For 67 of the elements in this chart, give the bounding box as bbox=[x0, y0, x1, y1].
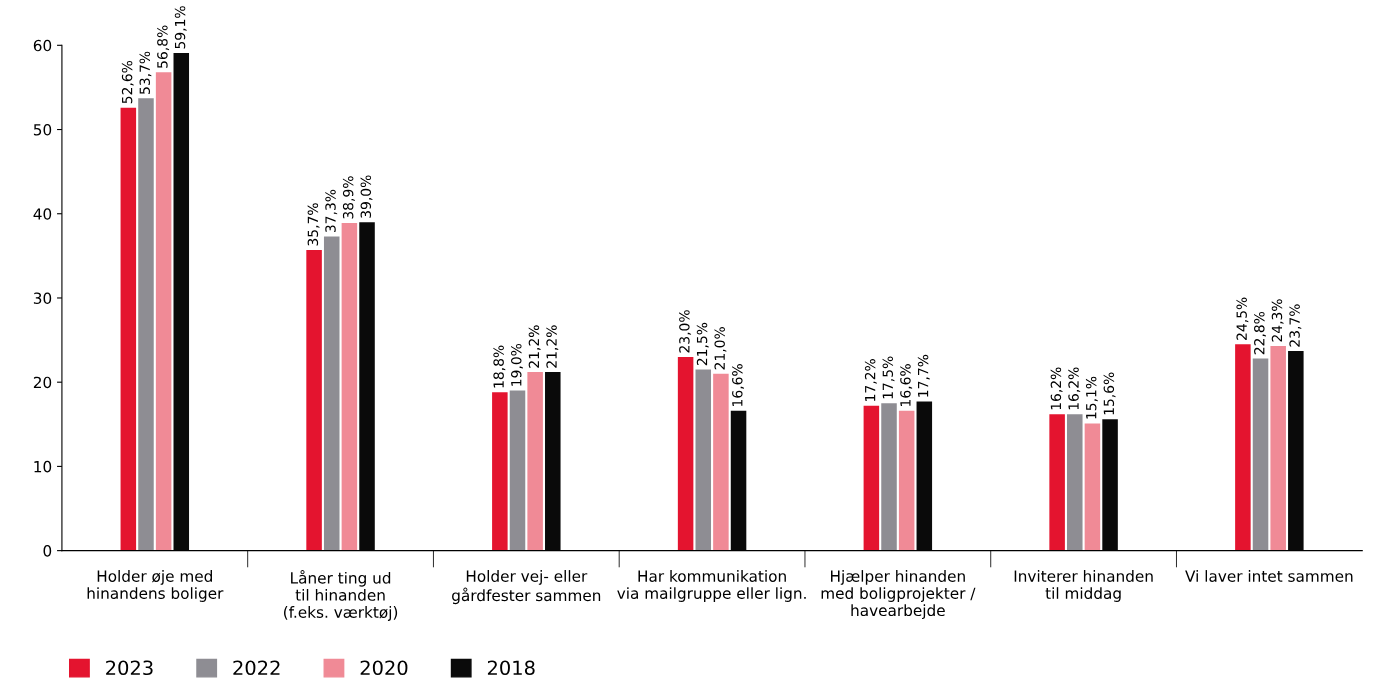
x-tick-label: Hjælper hinanden med boligprojekter / havearbejde bbox=[821, 570, 976, 620]
bar bbox=[1252, 358, 1269, 551]
data-label: 16,6% bbox=[900, 364, 913, 406]
bar bbox=[120, 107, 137, 551]
data-label: 16,2% bbox=[1068, 367, 1081, 410]
bar bbox=[713, 373, 729, 551]
bar bbox=[306, 249, 322, 551]
data-label: 23,7% bbox=[1289, 304, 1302, 347]
data-label: 16,6% bbox=[732, 364, 744, 406]
bar bbox=[1067, 414, 1083, 551]
data-label: 15,6% bbox=[1103, 372, 1116, 415]
y-tick-label: 60 bbox=[33, 39, 52, 52]
bar bbox=[509, 390, 526, 551]
data-label: 15,1% bbox=[1085, 376, 1098, 419]
bar bbox=[1084, 423, 1101, 551]
y-tick-label: 0 bbox=[43, 545, 52, 557]
data-label: 21,2% bbox=[546, 325, 559, 368]
bar bbox=[863, 405, 880, 551]
bar bbox=[1049, 414, 1065, 551]
data-label: 21,5% bbox=[696, 322, 709, 366]
x-tick-label: Låner ting ud til hinanden (f.eks. værktøj) bbox=[284, 570, 398, 621]
data-label: 17,7% bbox=[917, 354, 930, 397]
data-label: 56,8% bbox=[157, 25, 170, 68]
data-label: 24,5% bbox=[1236, 297, 1249, 340]
x-tick-label: Har kommunikation via mailgruppe eller lign. bbox=[617, 570, 806, 602]
bar bbox=[695, 369, 712, 551]
data-label: 21,0% bbox=[714, 327, 727, 370]
y-tick-label: 20 bbox=[33, 376, 52, 389]
y-tick-label: 40 bbox=[33, 208, 52, 220]
data-label: 35,7% bbox=[307, 203, 320, 246]
bar bbox=[898, 410, 915, 551]
legend-label: 2018 bbox=[487, 660, 535, 676]
bar bbox=[155, 72, 172, 551]
data-label: 59,1% bbox=[174, 6, 187, 49]
data-label: 53,7% bbox=[139, 51, 152, 94]
legend-label: 2022 bbox=[233, 660, 280, 676]
bar bbox=[677, 356, 694, 551]
bar bbox=[341, 223, 358, 551]
x-tick-label: Vi laver intet sammen bbox=[1185, 570, 1353, 582]
bar bbox=[138, 98, 154, 551]
data-label: 19,0% bbox=[511, 343, 523, 386]
bar bbox=[492, 392, 508, 551]
bar bbox=[1270, 345, 1286, 551]
legend-label: 2023 bbox=[106, 660, 153, 676]
data-label: 37,3% bbox=[325, 189, 338, 233]
data-label: 16,2% bbox=[1050, 367, 1063, 410]
x-tick-label: Holder øje med hinandens boliger bbox=[87, 570, 224, 602]
x-tick-label: Holder vej- eller gårdfester sammen bbox=[452, 570, 601, 605]
bar bbox=[323, 236, 340, 551]
data-label: 23,0% bbox=[679, 310, 692, 353]
bar bbox=[527, 372, 543, 551]
data-label: 21,2% bbox=[528, 325, 541, 368]
y-tick-label: 30 bbox=[33, 292, 52, 304]
data-label: 18,8% bbox=[493, 345, 506, 388]
data-label: 52,6% bbox=[121, 60, 134, 104]
data-label: 38,9% bbox=[342, 176, 355, 219]
data-label: 24,3% bbox=[1271, 299, 1284, 342]
legend-label: 2020 bbox=[360, 660, 408, 676]
data-label: 17,2% bbox=[864, 359, 877, 401]
x-tick-label: Inviterer hinanden til middag bbox=[1014, 570, 1153, 602]
y-tick-label: 10 bbox=[34, 460, 52, 473]
data-label: 39,0% bbox=[360, 175, 373, 218]
data-label: 17,5% bbox=[882, 356, 895, 399]
y-tick-label: 50 bbox=[33, 123, 52, 136]
data-label: 22,8% bbox=[1254, 311, 1266, 355]
bar bbox=[881, 403, 897, 551]
bar bbox=[1235, 344, 1251, 551]
